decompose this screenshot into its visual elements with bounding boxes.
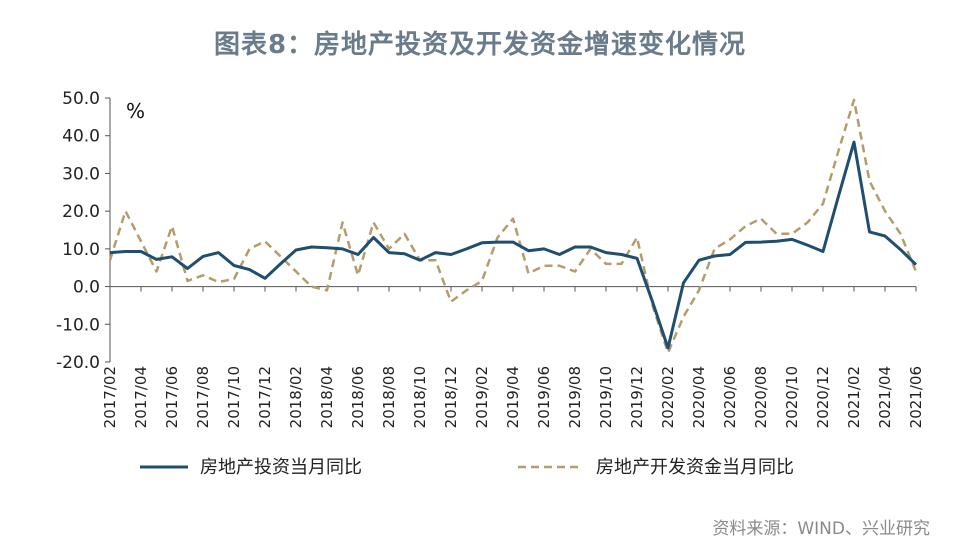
x-tick-label: 2018/06 <box>349 366 367 428</box>
series-line <box>109 140 918 350</box>
x-tick-label: 2018/12 <box>442 366 460 428</box>
y-axis-ticks: 50.0 40.0 30.0 20.0 10.0 0.0 -10.0 -20.0 <box>56 89 110 373</box>
x-tick-label: 2021/06 <box>907 366 925 428</box>
series-line <box>108 98 918 354</box>
legend: 房地产投资当月同比 房地产开发资金当月同比 <box>140 457 794 478</box>
series-lines <box>108 98 918 354</box>
x-axis-ticks: 2017/02 2017/04 2017/06 2017/08 2017/10 2017/… <box>101 286 925 428</box>
legend-label: 房地产投资当月同比 <box>200 457 362 478</box>
x-tick-label: 2020/10 <box>783 366 801 428</box>
legend-label: 房地产开发资金当月同比 <box>596 457 794 478</box>
x-tick-label: 2020/06 <box>721 366 739 428</box>
x-tick-label: 2018/04 <box>318 366 336 428</box>
x-tick-label: 2019/06 <box>535 366 553 428</box>
x-tick-label: 2017/12 <box>256 366 274 428</box>
x-tick-label: 2017/02 <box>101 366 119 428</box>
x-tick-label: 2019/02 <box>473 366 491 428</box>
unit-label: % <box>126 99 145 123</box>
y-tick-label: -10.0 <box>56 315 100 335</box>
y-tick-label: 30.0 <box>62 164 100 184</box>
y-tick-label: 20.0 <box>62 202 100 222</box>
x-tick-label: 2020/04 <box>690 366 708 428</box>
x-tick-label: 2018/10 <box>411 366 429 428</box>
y-tick-label: 40.0 <box>62 127 100 147</box>
x-tick-label: 2021/02 <box>845 366 863 428</box>
chart-title: 图表8：房地产投资及开发资金增速变化情况 <box>213 30 747 60</box>
y-tick-label: 50.0 <box>62 89 100 109</box>
x-tick-label: 2018/08 <box>380 366 398 428</box>
y-tick-label: -20.0 <box>56 353 100 373</box>
x-tick-label: 2019/04 <box>504 366 522 428</box>
x-tick-label: 2019/10 <box>597 366 615 428</box>
y-tick-label: 0.0 <box>73 278 100 298</box>
x-tick-label: 2020/02 <box>659 366 677 428</box>
x-tick-label: 2017/06 <box>163 366 181 428</box>
x-tick-label: 2021/04 <box>876 366 894 428</box>
x-tick-label: 2017/04 <box>132 366 150 428</box>
x-tick-label: 2018/02 <box>287 366 305 428</box>
x-tick-label: 2017/10 <box>225 366 243 428</box>
x-tick-label: 2019/08 <box>566 366 584 428</box>
source-note: 资料来源：WIND、兴业研究 <box>712 519 930 539</box>
x-tick-label: 2020/08 <box>752 366 770 428</box>
x-tick-label: 2020/12 <box>814 366 832 428</box>
y-tick-label: 10.0 <box>62 240 100 260</box>
x-tick-label: 2017/08 <box>194 366 212 428</box>
x-tick-label: 2019/12 <box>628 366 646 428</box>
